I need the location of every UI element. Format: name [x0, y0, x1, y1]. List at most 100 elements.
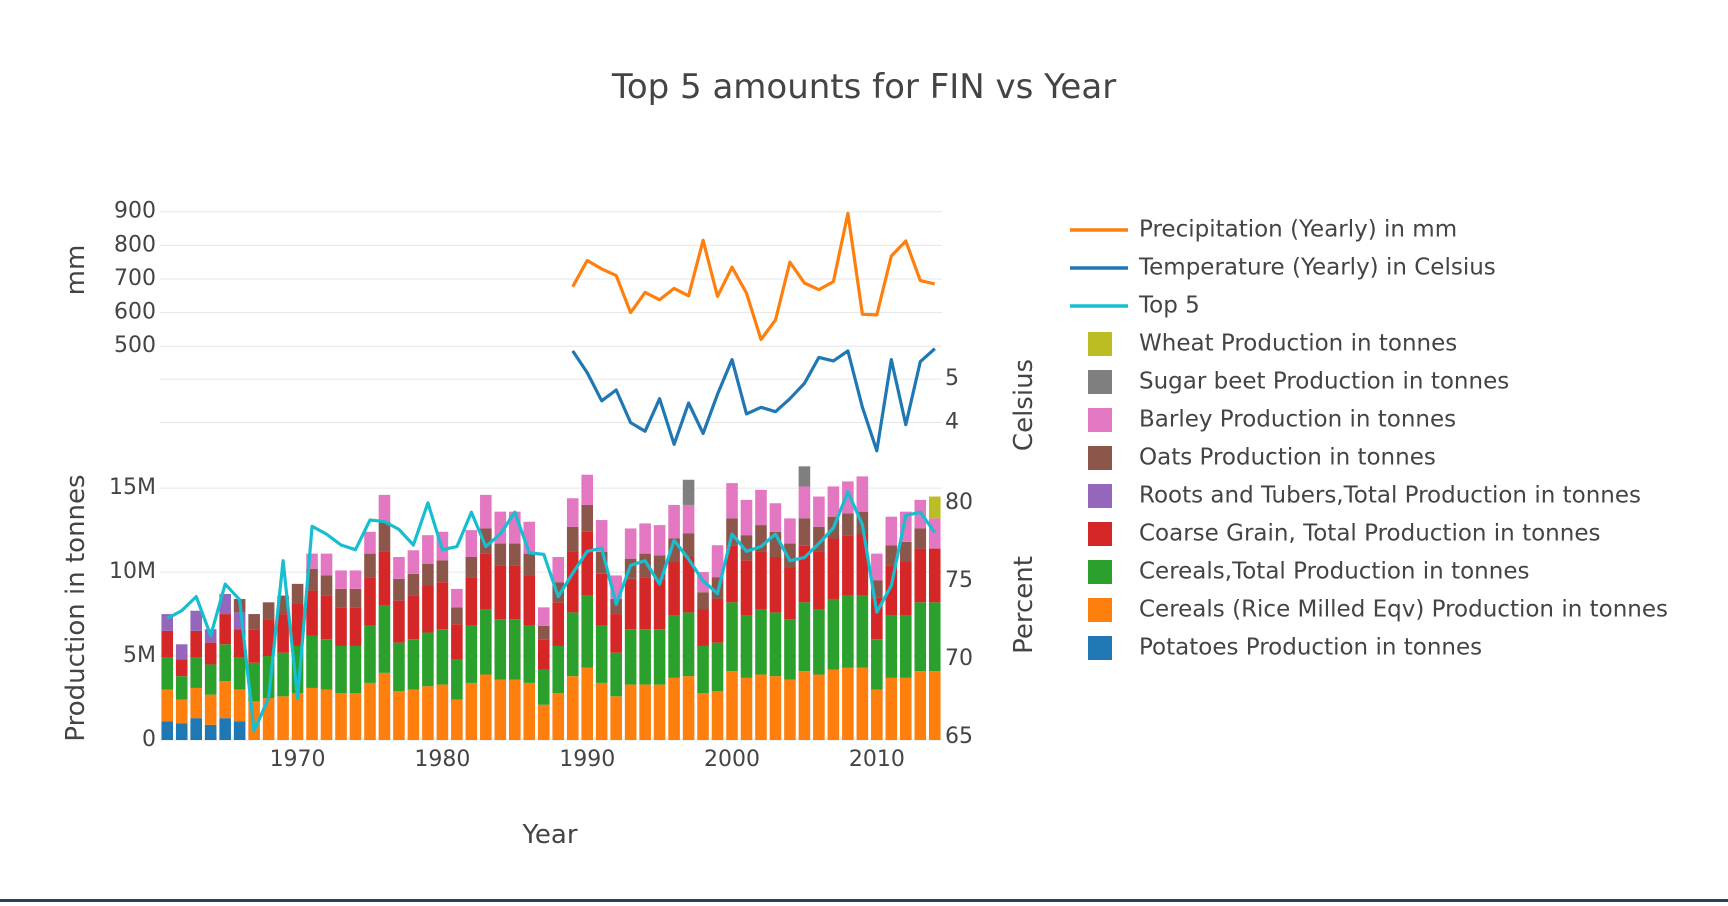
bar-barley: [465, 530, 478, 557]
bar-barley: [480, 494, 492, 529]
bar-cereals: [653, 629, 666, 685]
y-tick-percent: 75: [945, 568, 973, 593]
legend-item-sugar[interactable]: Sugar beet Production in tonnes: [1088, 369, 1509, 395]
legend-item-temp[interactable]: Temperature (Yearly) in Celsius: [1070, 255, 1496, 281]
legend-label: Cereals (Rice Milled Eqv) Production in …: [1139, 597, 1668, 623]
bar-rice: [928, 671, 941, 740]
bar-roots: [175, 644, 188, 660]
bar-rice: [552, 692, 565, 740]
bar-coarse: [653, 578, 666, 630]
bar-cereals: [509, 619, 521, 680]
bar-cereals: [624, 629, 637, 685]
bar-oats: [581, 504, 593, 532]
bar-cereals: [740, 615, 753, 678]
legend-item-wheat[interactable]: Wheat Production in tonnes: [1088, 331, 1457, 357]
bar-coarse: [885, 565, 898, 616]
bar-rice: [610, 696, 622, 740]
bar-oats: [378, 521, 391, 552]
bar-barley: [364, 531, 376, 554]
bar-coarse: [784, 567, 796, 620]
legend-label: Barley Production in tonnes: [1139, 407, 1456, 433]
bar-barley: [581, 474, 593, 505]
bar-coarse: [697, 609, 709, 646]
bar-barley: [610, 575, 622, 599]
bar-cereals: [422, 632, 434, 687]
bar-cereals: [436, 629, 449, 685]
bar-cereals: [697, 645, 709, 693]
bar-cereals: [233, 657, 246, 690]
bar-potatoes: [204, 724, 217, 740]
bar-oats: [465, 556, 478, 578]
legend-item-potatoes[interactable]: Potatoes Production in tonnes: [1088, 635, 1482, 661]
bar-coarse: [552, 602, 565, 646]
bar-cereals: [480, 609, 492, 675]
bar-barley: [624, 528, 637, 559]
bar-rice: [364, 682, 376, 740]
legend-item-barley[interactable]: Barley Production in tonnes: [1088, 407, 1456, 433]
y-tick-production: 10M: [109, 559, 156, 584]
y-label-celsius: Celsius: [1009, 359, 1039, 451]
bar-oats: [668, 538, 680, 563]
bar-coarse: [407, 595, 420, 640]
legend-swatch-box: [1088, 332, 1112, 356]
legend-item-rice[interactable]: Cereals (Rice Milled Eqv) Production in …: [1088, 597, 1668, 623]
bar-rice: [653, 684, 666, 740]
legend-item-oats[interactable]: Oats Production in tonnes: [1088, 445, 1436, 471]
bar-coarse: [871, 597, 883, 640]
line-temperature: [571, 347, 936, 453]
bar-coarse: [523, 575, 536, 626]
bar-rice: [813, 674, 825, 740]
bar-oats: [813, 526, 825, 552]
bar-rice: [769, 676, 782, 740]
legend-item-cereals[interactable]: Cereals,Total Production in tonnes: [1088, 559, 1529, 585]
bar-coarse: [900, 562, 912, 616]
bar-coarse: [204, 642, 217, 665]
legend-item-precip[interactable]: Precipitation (Yearly) in mm: [1070, 217, 1457, 243]
bar-oats: [798, 518, 811, 546]
bar-rice: [480, 674, 492, 740]
legend-item-top5[interactable]: Top 5: [1070, 293, 1200, 319]
bar-cereals: [755, 609, 767, 675]
bar-rice: [537, 704, 550, 740]
bar-cereals: [552, 645, 565, 693]
line-top5: [166, 490, 937, 733]
bar-barley: [871, 553, 883, 581]
bar-oats: [407, 573, 420, 596]
bar-oats: [262, 602, 275, 620]
bar-oats: [451, 607, 463, 625]
bar-oats: [610, 598, 622, 615]
bar-rice: [436, 684, 449, 740]
bar-barley: [306, 553, 318, 569]
bar-oats: [523, 553, 536, 576]
legend-label: Coarse Grain, Total Production in tonnes: [1139, 521, 1600, 547]
bar-coarse: [813, 551, 825, 610]
bar-cereals: [190, 657, 202, 688]
bars-layer: [161, 466, 941, 740]
bar-coarse: [726, 545, 738, 603]
bar-rice: [393, 691, 405, 740]
bar-rice: [335, 692, 347, 740]
bar-rice: [465, 682, 478, 740]
bar-oats: [566, 526, 579, 552]
bar-oats: [320, 575, 333, 596]
y-tick-percent: 80: [945, 490, 973, 515]
bar-roots: [161, 614, 174, 631]
bar-cereals: [827, 598, 840, 670]
legend-item-coarse[interactable]: Coarse Grain, Total Production in tonnes: [1088, 521, 1600, 547]
bar-rice: [161, 689, 174, 722]
bar-barley: [813, 496, 825, 527]
bar-oats: [769, 531, 782, 557]
bar-cereals: [566, 612, 579, 677]
bar-barley: [494, 511, 507, 544]
bar-barley: [639, 523, 651, 554]
bar-cereals: [711, 642, 724, 692]
bar-rice: [711, 691, 724, 740]
bar-barley: [523, 521, 536, 554]
bar-coarse: [566, 551, 579, 613]
bar-roots: [190, 610, 202, 631]
bar-coarse: [161, 630, 174, 658]
bar-coarse: [451, 624, 463, 660]
bar-coarse: [494, 565, 507, 620]
bar-oats: [784, 543, 796, 568]
legend-item-roots[interactable]: Roots and Tubers,Total Production in ton…: [1088, 483, 1641, 509]
